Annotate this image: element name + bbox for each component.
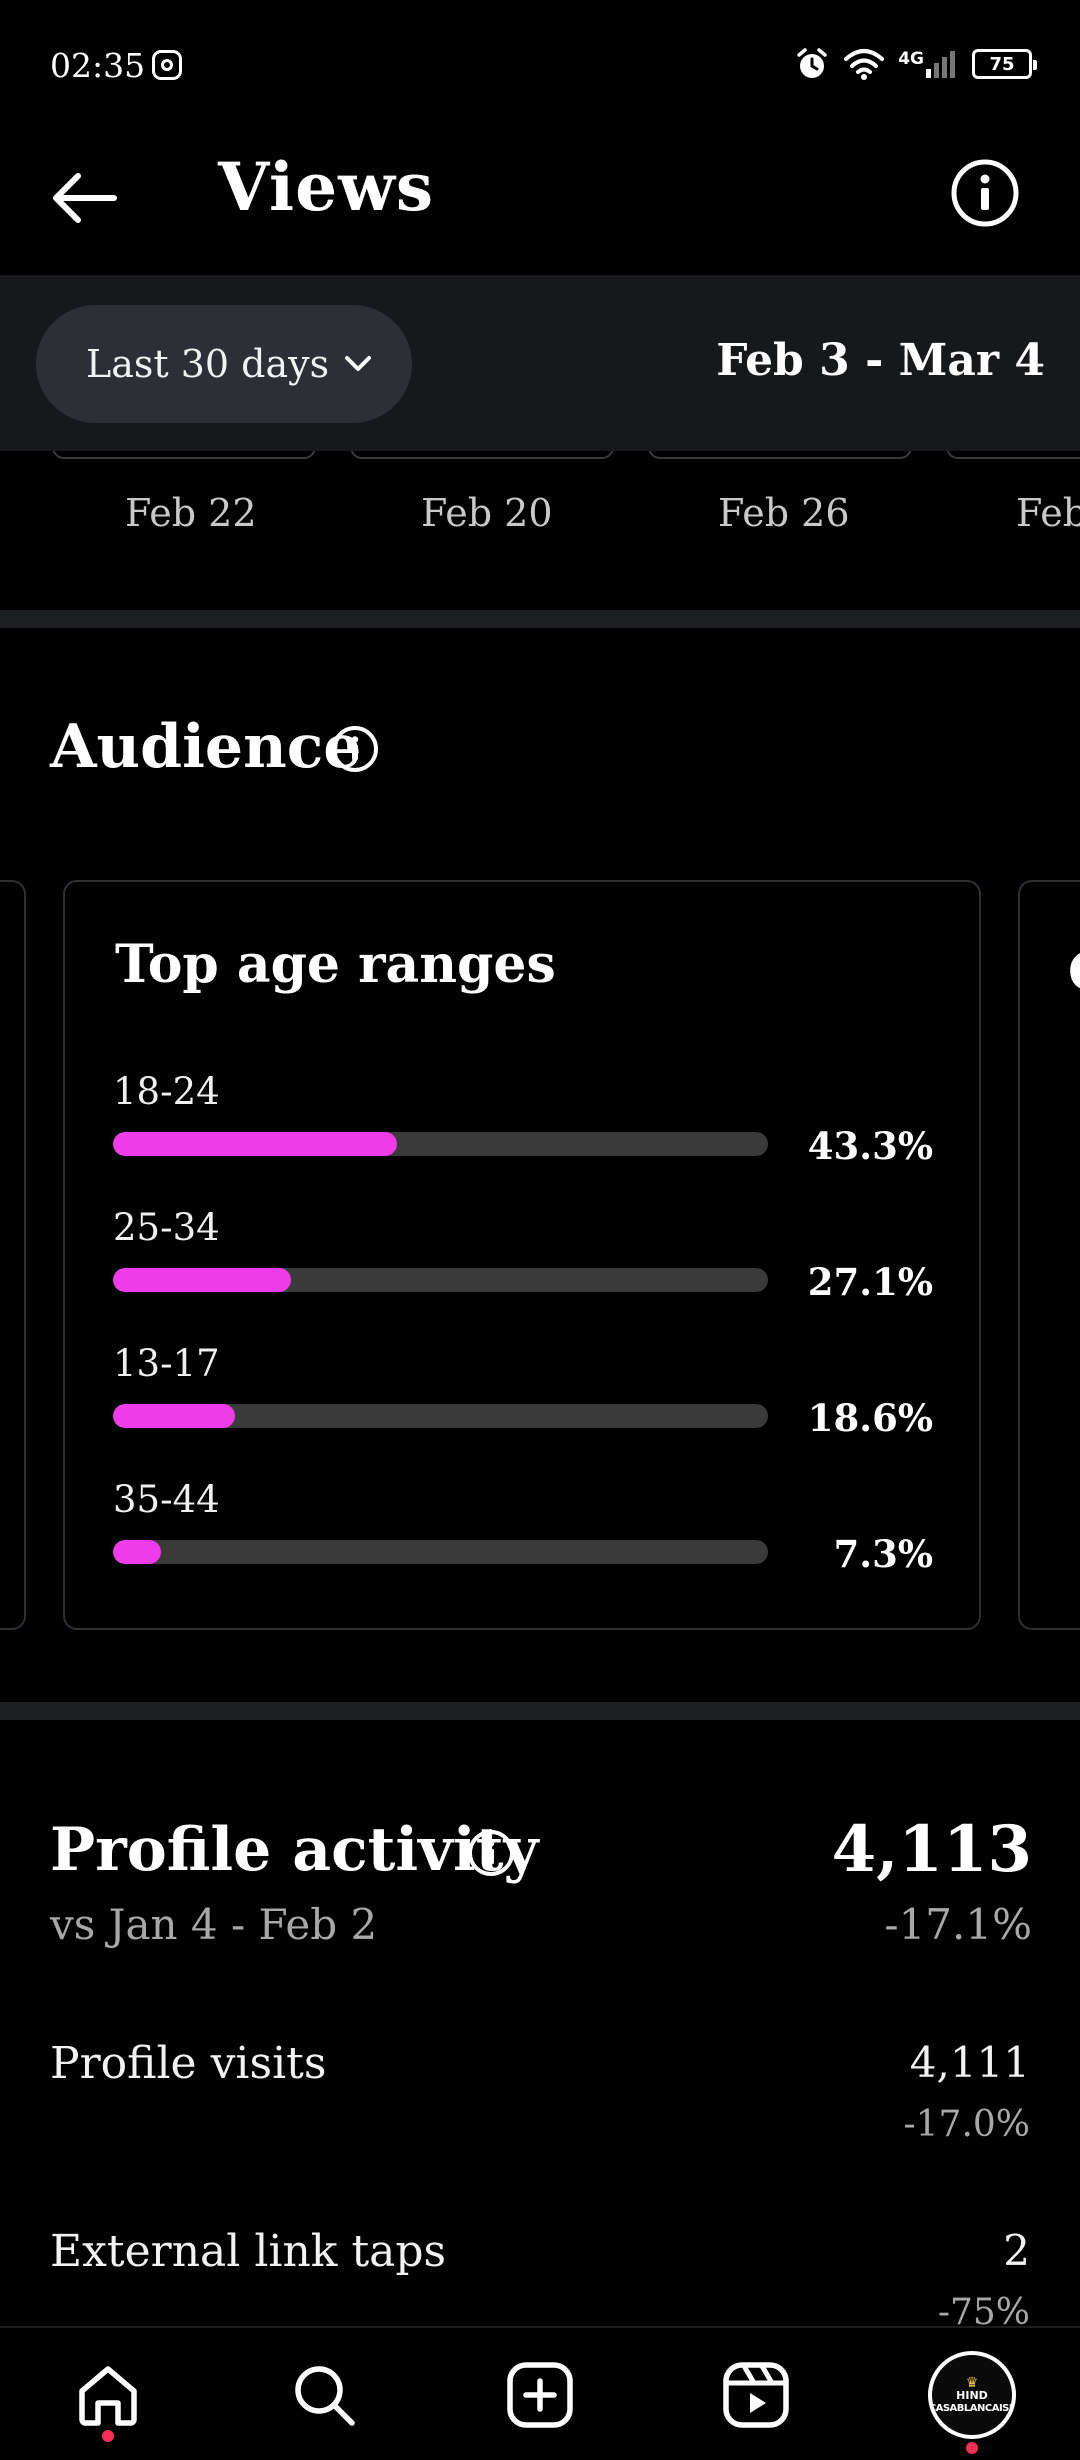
next-card-title-fragment: G	[1068, 942, 1080, 1003]
content-card-edge[interactable]	[648, 451, 912, 459]
profile-activity-title: Profile activity	[50, 1815, 539, 1885]
add-post-icon	[507, 2362, 573, 2428]
date-range-dropdown[interactable]: Last 30 days	[36, 305, 412, 423]
content-card-edge[interactable]	[946, 451, 1080, 459]
reels-icon	[723, 2362, 789, 2428]
age-range-label: 18-24	[113, 1070, 220, 1113]
top-age-ranges-card: Top age ranges 18-24 43.3% 25-34 27.1% 1…	[63, 880, 981, 1630]
signal-icon	[926, 51, 955, 78]
top-content-carousel[interactable]: Feb 22 Feb 20 Feb 26 Feb	[0, 451, 1080, 606]
age-range-row: 18-24 43.3%	[113, 1070, 933, 1200]
avatar-logo-line2: CASABLANCAISE	[928, 2402, 1016, 2414]
section-divider	[0, 1702, 1080, 1720]
metric-change-profile-visits: -17.0%	[903, 2104, 1030, 2145]
filter-bar: Last 30 days Feb 3 - Mar 4	[0, 275, 1080, 451]
age-range-label: 35-44	[113, 1478, 220, 1521]
metric-label-external-link-taps: External link taps	[50, 2226, 447, 2277]
comparison-period: vs Jan 4 - Feb 2	[50, 1900, 378, 1949]
status-time: 02:35	[50, 46, 146, 85]
age-range-row: 25-34 27.1%	[113, 1206, 933, 1336]
profile-activity-total: 4,113	[831, 1812, 1032, 1887]
nav-search[interactable]	[279, 2350, 369, 2440]
card-title: Top age ranges	[115, 934, 556, 995]
metric-label-profile-visits: Profile visits	[50, 2038, 327, 2089]
chevron-down-icon	[345, 356, 372, 371]
nav-reels[interactable]	[711, 2350, 801, 2440]
info-icon[interactable]	[950, 158, 1020, 228]
profile-activity-info-icon[interactable]	[466, 1828, 516, 1878]
age-range-bar-track	[113, 1404, 768, 1428]
battery-level: 75	[989, 53, 1015, 75]
age-range-row: 35-44 7.3%	[113, 1478, 933, 1608]
content-date-label: Feb 20	[421, 491, 553, 535]
notification-dot	[966, 2442, 978, 2454]
age-range-bar-track	[113, 1540, 768, 1564]
notification-dot	[102, 2430, 114, 2442]
date-range-dropdown-label: Last 30 days	[86, 342, 330, 386]
age-range-percent: 7.3%	[833, 1532, 933, 1576]
age-range-bar-fill	[113, 1268, 291, 1292]
profile-activity-change: -17.1%	[884, 1900, 1032, 1949]
network-type: 4G	[898, 49, 924, 69]
back-arrow-icon[interactable]	[46, 160, 122, 236]
age-range-bar-track	[113, 1268, 768, 1292]
alarm-icon	[797, 48, 827, 78]
home-icon	[79, 2366, 137, 2426]
content-date-label: Feb	[1016, 491, 1080, 535]
content-date-label: Feb 26	[718, 491, 850, 535]
audience-info-icon[interactable]	[330, 724, 380, 774]
profile-avatar: ♛ HIND CASABLANCAISE	[928, 2351, 1016, 2439]
selected-date-range: Feb 3 - Mar 4	[716, 335, 1045, 386]
age-range-bar-track	[113, 1132, 768, 1156]
audience-title: Audience	[50, 712, 362, 782]
metric-value-profile-visits: 4,111	[909, 2038, 1030, 2087]
next-audience-card[interactable]: G	[1018, 880, 1080, 1630]
previous-audience-card[interactable]	[0, 880, 26, 1630]
nav-create[interactable]	[495, 2350, 585, 2440]
nav-profile[interactable]: ♛ HIND CASABLANCAISE	[927, 2350, 1017, 2454]
status-bar: 02:35 4G 75	[0, 0, 1080, 130]
status-icons: 4G 75	[794, 44, 1037, 84]
instagram-notification-icon	[152, 50, 182, 80]
content-card-edge[interactable]	[52, 451, 316, 459]
age-range-label: 25-34	[113, 1206, 220, 1249]
header: Views	[0, 130, 1080, 275]
age-range-row: 13-17 18.6%	[113, 1342, 933, 1472]
crown-icon: ♛	[965, 2375, 979, 2392]
metric-value-external-link-taps: 2	[1003, 2226, 1030, 2275]
search-icon	[295, 2366, 355, 2426]
wifi-icon	[844, 49, 885, 80]
age-range-label: 13-17	[113, 1342, 220, 1385]
section-divider	[0, 610, 1080, 628]
content-card-edge[interactable]	[350, 451, 614, 459]
age-range-bar-fill	[113, 1404, 235, 1428]
age-range-bar-fill	[113, 1540, 161, 1564]
page-title: Views	[218, 148, 435, 226]
age-range-bar-fill	[113, 1132, 397, 1156]
age-range-percent: 18.6%	[807, 1396, 933, 1440]
age-range-percent: 27.1%	[807, 1260, 933, 1304]
bottom-navigation: ♛ HIND CASABLANCAISE	[0, 2326, 1080, 2460]
battery-icon: 75	[972, 49, 1037, 79]
nav-home[interactable]	[63, 2350, 153, 2442]
avatar-logo-line1: HIND	[956, 2389, 988, 2403]
content-date-label: Feb 22	[125, 491, 257, 535]
age-range-percent: 43.3%	[807, 1124, 933, 1168]
